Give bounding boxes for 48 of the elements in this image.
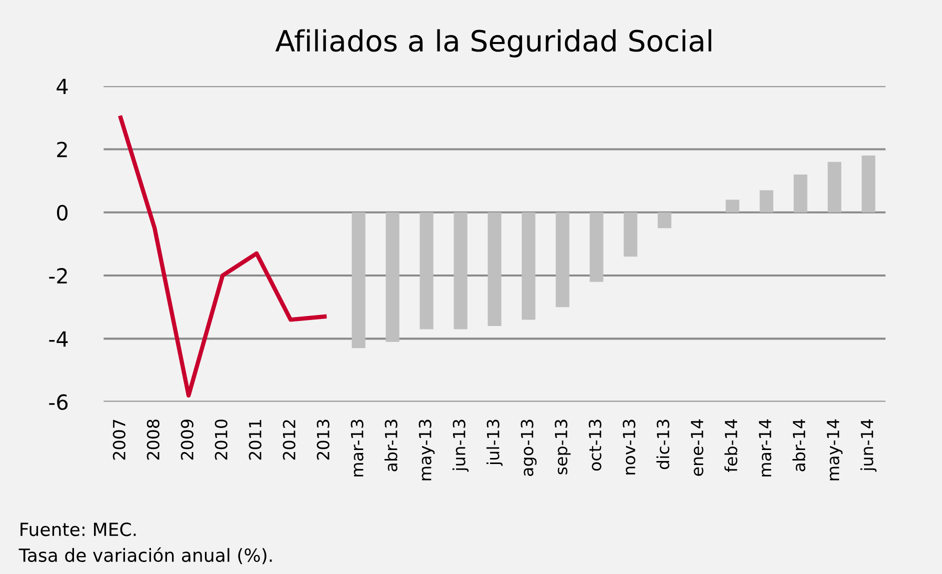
bar xyxy=(794,174,808,212)
y-tick-label: -6 xyxy=(49,394,68,410)
x-tick-label: jun-14 xyxy=(860,419,877,472)
bar xyxy=(556,212,570,308)
x-tick-label: feb-14 xyxy=(724,419,738,472)
x-tick-label: 2013 xyxy=(316,420,330,460)
bar xyxy=(386,212,400,342)
x-tick-label: 2008 xyxy=(146,420,160,460)
x-tick-label: may-14 xyxy=(826,419,843,480)
x-tick-label: mar-14 xyxy=(758,419,772,476)
line-series xyxy=(118,116,327,398)
x-tick-label: oct-13 xyxy=(588,420,602,471)
x-tick-label: abr-13 xyxy=(384,420,398,472)
bar xyxy=(352,212,366,348)
bar xyxy=(658,212,672,228)
y-tick-label: 0 xyxy=(57,204,68,221)
x-tick-label: 2010 xyxy=(214,420,228,460)
x-tick-label: ago-13 xyxy=(520,420,537,476)
y-tick-label: -2 xyxy=(49,268,67,284)
bar xyxy=(760,190,774,212)
x-tick-label: 2007 xyxy=(112,420,126,460)
bar xyxy=(454,212,468,330)
x-tick-label: jul-13 xyxy=(486,420,503,466)
x-tick-label: may-13 xyxy=(418,420,435,480)
x-tick-label: mar-13 xyxy=(350,420,364,476)
x-tick-label: 2012 xyxy=(282,420,296,460)
y-tick-label: -4 xyxy=(49,331,68,347)
chart-title: Afiliados a la Seguridad Social xyxy=(275,29,712,58)
x-tick-label: dic-13 xyxy=(656,420,670,470)
source-note: Fuente: MEC. xyxy=(20,522,136,536)
y-tick-label: 4 xyxy=(56,78,68,94)
bar xyxy=(828,162,842,212)
x-tick-label: nov-13 xyxy=(622,420,636,474)
bar xyxy=(488,212,502,326)
text: Tasa de variación anual (%). xyxy=(18,547,272,564)
bar xyxy=(862,156,876,212)
bar xyxy=(522,212,536,320)
x-tick-label: sep-13 xyxy=(554,420,571,474)
bar xyxy=(726,200,740,212)
x-tick-label: abr-14 xyxy=(792,419,806,472)
x-tick-label: ene-14 xyxy=(690,419,704,476)
x-tick-label: 2011 xyxy=(248,420,262,460)
bar xyxy=(420,212,434,330)
bar xyxy=(624,212,638,257)
y-tick-label: 2 xyxy=(57,142,67,158)
x-tick-label: 2009 xyxy=(180,420,194,460)
x-tick-label: jun-13 xyxy=(452,420,469,472)
bar xyxy=(590,212,604,282)
